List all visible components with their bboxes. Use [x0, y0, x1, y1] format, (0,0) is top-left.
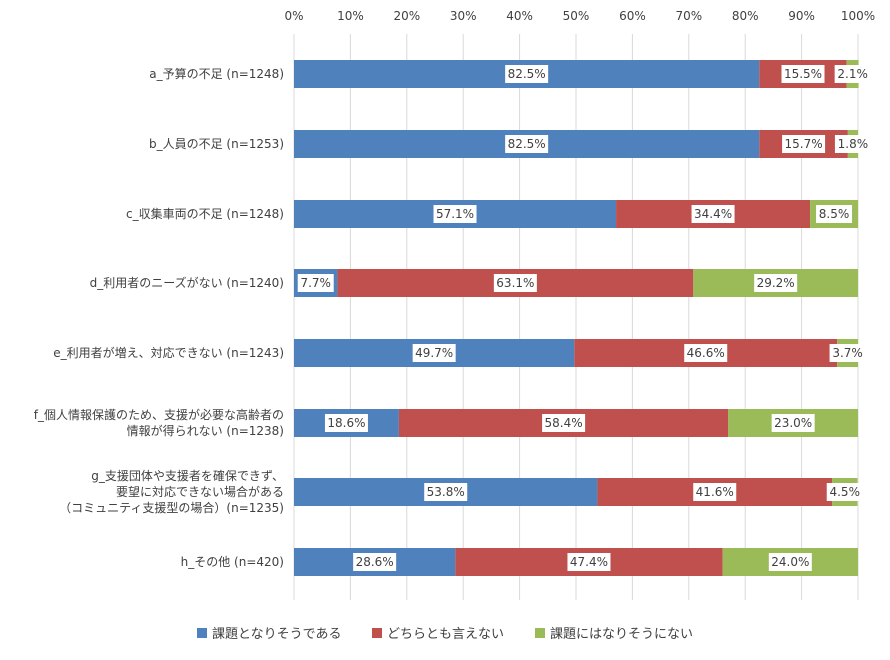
data-label: 49.7% [415, 346, 453, 360]
category-label: e_利用者が増え、対応できない (n=1243) [53, 345, 284, 360]
data-label-box [834, 65, 871, 83]
x-tick-label: 10% [337, 9, 364, 23]
x-tick-label: 30% [450, 9, 477, 23]
category-label: a_予算の不足 (n=1248) [149, 66, 284, 81]
data-label-box [782, 135, 826, 153]
data-label-box [493, 274, 537, 292]
x-tick-label: 20% [393, 9, 420, 23]
data-label: 34.4% [694, 207, 732, 221]
data-label-box [353, 553, 397, 571]
data-label-box [693, 483, 737, 501]
category-label: 要望に対応できない場合がある [116, 484, 284, 499]
legend-swatch [535, 628, 545, 638]
data-label-box [567, 553, 611, 571]
data-label: 2.1% [837, 67, 868, 81]
data-label: 58.4% [545, 416, 583, 430]
data-label: 1.8% [838, 137, 869, 151]
data-label: 3.7% [832, 346, 863, 360]
x-tick-label: 100% [841, 9, 875, 23]
data-label-box [433, 205, 477, 223]
data-label: 46.6% [687, 346, 725, 360]
category-label: 情報が得られない (n=1238) [127, 423, 284, 438]
data-label-box [781, 65, 825, 83]
x-tick-label: 60% [619, 9, 646, 23]
data-label: 63.1% [496, 276, 534, 290]
data-label: 24.0% [771, 555, 809, 569]
data-label: 47.4% [570, 555, 608, 569]
data-label: 23.0% [774, 416, 812, 430]
data-label-box [691, 205, 735, 223]
legend-label: 課題にはなりそうにない [550, 626, 693, 642]
data-label: 57.1% [436, 207, 474, 221]
legend-label: 課題となりそうである [212, 626, 341, 642]
data-label-box [324, 414, 368, 432]
x-tick-label: 70% [675, 9, 702, 23]
x-tick-label: 50% [563, 9, 590, 23]
data-label: 29.2% [757, 276, 795, 290]
data-label-box [542, 414, 586, 432]
data-label: 82.5% [508, 137, 546, 151]
category-label: b_人員の不足 (n=1253) [149, 137, 284, 151]
data-label: 8.5% [819, 207, 850, 221]
x-tick-label: 90% [788, 9, 815, 23]
data-label-box [412, 344, 456, 362]
data-label-box [834, 135, 871, 153]
data-label-box [816, 205, 853, 223]
category-label: （コミュニティ支援型の場合）(n=1235) [59, 500, 284, 515]
data-label: 7.7% [300, 276, 331, 290]
x-tick-label: 0% [284, 9, 303, 23]
data-label-box [829, 344, 866, 362]
legend-label: どちらとも言えない [387, 627, 504, 642]
data-label-box [505, 135, 549, 153]
data-label: 28.6% [356, 555, 394, 569]
category-label: h_その他 (n=420) [181, 555, 284, 569]
data-label: 15.5% [784, 67, 822, 81]
data-label: 15.7% [785, 137, 823, 151]
data-label: 82.5% [508, 67, 546, 81]
legend-swatch [372, 628, 382, 638]
category-label: c_収集車両の不足 (n=1248) [126, 206, 284, 221]
legend-swatch [197, 628, 207, 638]
data-label-box [505, 65, 549, 83]
category-label: f_個人情報保護のため、支援が必要な高齢者の [34, 407, 284, 422]
data-label-box [826, 483, 863, 501]
data-label: 18.6% [327, 416, 365, 430]
data-label: 41.6% [696, 485, 734, 499]
data-label-box [754, 274, 798, 292]
data-label-box [771, 414, 815, 432]
data-label-box [297, 274, 334, 292]
category-label: d_利用者のニーズがない (n=1240) [90, 275, 284, 290]
data-label-box [768, 553, 812, 571]
data-label-box [684, 344, 728, 362]
x-tick-label: 40% [506, 9, 533, 23]
data-label: 53.8% [427, 485, 465, 499]
category-label: g_支援団体や支援者を確保できず、 [91, 468, 284, 483]
data-label-box [424, 483, 468, 501]
x-tick-label: 80% [732, 9, 759, 23]
data-label: 4.5% [829, 485, 860, 499]
